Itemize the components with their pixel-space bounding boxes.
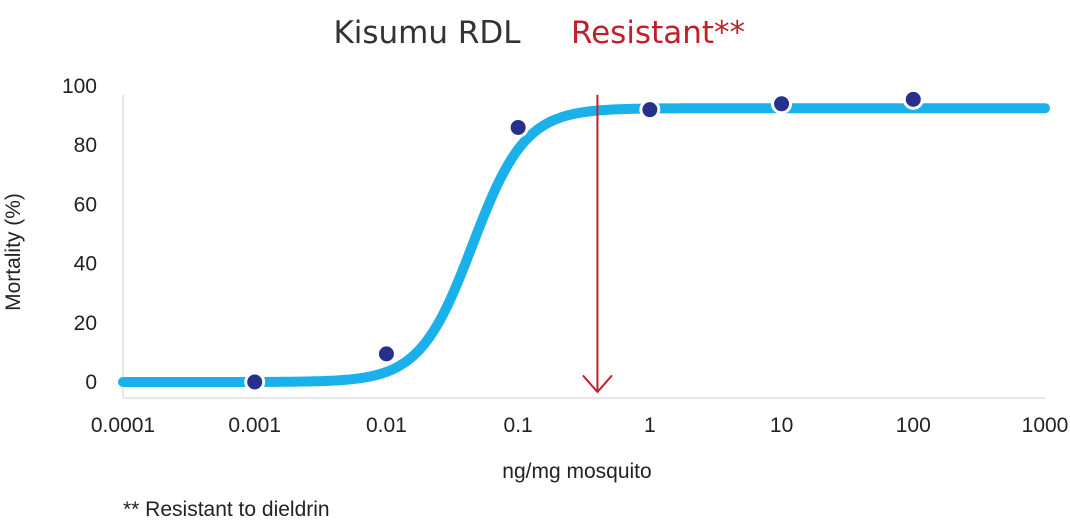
y-axis-label: Mortality (%) [2, 193, 25, 311]
x-tick-labels: 0.0001 0.001 0.01 0.1 1 10 100 1000 [91, 414, 1068, 437]
data-points-layer [244, 88, 924, 393]
chart-title-strain: Kisumu RDL [333, 15, 521, 51]
data-point [375, 343, 397, 365]
y-tick-label: 80 [74, 134, 97, 157]
y-tick-label: 20 [74, 312, 97, 335]
data-point [639, 99, 661, 121]
fitted-curve-layer [118, 103, 1050, 387]
annotation-layer [582, 94, 613, 393]
data-point [902, 88, 924, 110]
footnote: ** Resistant to dieldrin [123, 498, 330, 521]
data-point [771, 93, 793, 115]
y-tick-label: 100 [62, 75, 97, 98]
fitted-curve [118, 103, 1050, 387]
x-tick-label: 1 [644, 414, 656, 437]
chart-title-status: Resistant** [571, 15, 745, 51]
x-tick-label: 0.01 [366, 414, 407, 437]
x-tick-label: 0.001 [228, 414, 281, 437]
resistance-arrow-head [582, 375, 613, 393]
x-tick-label: 100 [896, 414, 931, 437]
y-tick-label: 60 [74, 193, 97, 216]
x-tick-label: 1000 [1022, 414, 1069, 437]
y-tick-labels: 0 20 40 60 80 100 [62, 75, 97, 394]
y-tick-label: 0 [85, 371, 97, 394]
x-tick-label: 10 [770, 414, 793, 437]
y-tick-label: 40 [74, 253, 97, 276]
x-axis-label: ng/mg mosquito [502, 460, 651, 483]
data-point [244, 371, 266, 393]
x-tick-label: 0.1 [504, 414, 533, 437]
x-tick-label: 0.0001 [91, 414, 155, 437]
data-point [507, 116, 529, 138]
